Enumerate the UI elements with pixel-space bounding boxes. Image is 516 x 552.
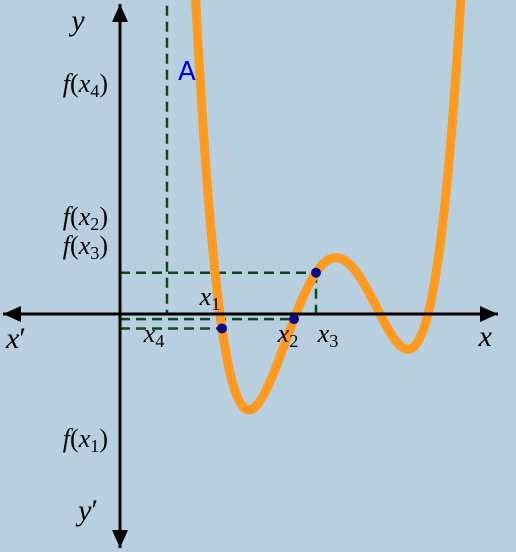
point-x1 (217, 323, 227, 333)
axis-label-x: x (478, 320, 493, 353)
ytick-fx4: f(x4) (63, 69, 108, 101)
point-label-A: A (178, 57, 196, 87)
point-x3 (311, 268, 321, 278)
ytick-fx3: f(x3) (63, 231, 108, 263)
axis-label-y-prime: y′ (75, 494, 98, 527)
axis-label-x-prime: x′ (5, 322, 26, 355)
ytick-fx2: f(x2) (63, 202, 108, 234)
ytick-fx1: f(x1) (63, 424, 108, 456)
point-x2 (289, 314, 299, 324)
axis-label-y: y (68, 4, 85, 37)
